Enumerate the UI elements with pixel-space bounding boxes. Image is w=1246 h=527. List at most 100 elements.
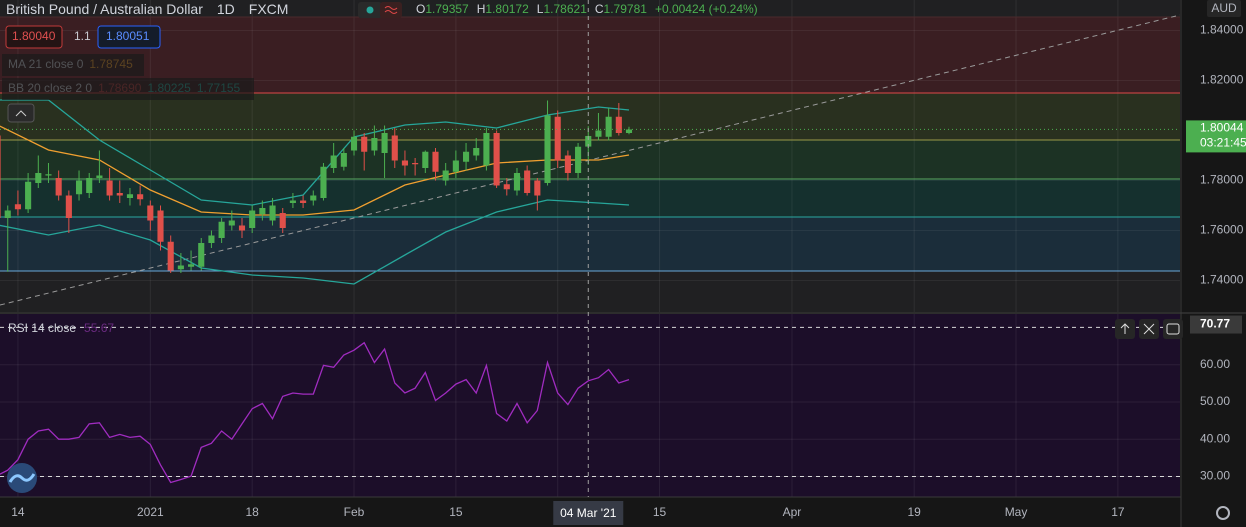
x-tick-label: 15 [449, 505, 463, 519]
candle-body [442, 170, 449, 181]
ohlc-value: 1.78621 [543, 2, 587, 16]
candle-body [462, 151, 470, 162]
rsi-pane [0, 314, 1180, 497]
legend-name: RSI 14 close [8, 321, 76, 335]
candle-body [534, 180, 541, 196]
rsi-plot [0, 314, 1180, 497]
candle-body [361, 136, 368, 152]
candle-body [575, 146, 582, 173]
ohlc-value: 1.79781 [604, 2, 648, 16]
candle-body [432, 151, 439, 172]
candle-body [391, 135, 398, 161]
candle-body [625, 129, 633, 133]
interval[interactable]: 1D [217, 1, 235, 17]
x-tick-label: 2021 [137, 505, 164, 519]
market-open-dot [366, 6, 374, 14]
main-plot [0, 0, 1180, 312]
candle-body [422, 151, 429, 168]
candle-body [269, 205, 276, 221]
candle-body [147, 205, 154, 221]
currency-box[interactable] [1207, 0, 1241, 17]
last-price-box [1186, 120, 1246, 153]
collapse-button[interactable] [7, 103, 35, 123]
rsi-line [0, 341, 630, 484]
rsi-legend: RSI 14 close 55.67 [8, 321, 114, 335]
candle-body [615, 116, 622, 133]
candle-body [503, 184, 510, 190]
y-tick-label: 1.76000 [1200, 223, 1244, 237]
candle-body [452, 160, 459, 172]
rsi-tick-label: 30.00 [1200, 469, 1230, 483]
candle-body [401, 160, 408, 166]
candle-body [0, 135, 1, 218]
delay-icon[interactable] [380, 2, 402, 18]
indicator-line [0, 99, 630, 206]
buy-button[interactable] [97, 25, 161, 49]
x-tick-label: May [1005, 505, 1028, 519]
spread: 1.1 [74, 29, 91, 43]
rsi-marker-box [1190, 315, 1242, 334]
maximize-button[interactable] [1163, 319, 1183, 339]
level-band [0, 93, 1180, 140]
x-tick-label: Feb [344, 505, 365, 519]
ohlc-key: O [416, 2, 425, 16]
y-tick-label: 1.82000 [1200, 73, 1244, 87]
y-tick-label: 1.84000 [1200, 23, 1244, 37]
candle-body [564, 155, 571, 173]
candle-body [45, 174, 52, 176]
candle-body [279, 213, 286, 228]
candle-body [493, 133, 500, 186]
candle-body [137, 194, 144, 200]
candle-body [513, 173, 521, 191]
candle-body [188, 264, 195, 267]
candle-body [544, 115, 551, 183]
symbol-header: British Pound / Australian Dollar 1D FXCM [6, 1, 288, 17]
candle-body [483, 133, 490, 166]
candle-body [25, 181, 32, 210]
legend-row [2, 54, 144, 76]
candle-body [249, 210, 256, 228]
candle-body [524, 170, 531, 193]
candle-body [289, 200, 296, 203]
x-tick-label: 18 [245, 505, 259, 519]
candle-body [595, 130, 602, 137]
buy-price[interactable]: 1.80051 [106, 29, 150, 43]
x-tick-label: 17 [1111, 505, 1125, 519]
ohlc-key: C [595, 2, 604, 16]
candle-body [167, 241, 174, 271]
sell-button[interactable] [5, 25, 63, 49]
collapse-icon [15, 110, 27, 117]
currency: AUD [1211, 1, 1237, 15]
candle-body [320, 166, 327, 198]
candle-body [238, 225, 246, 231]
change: +0.00424 (+0.24%) [655, 2, 758, 16]
candle-body [14, 204, 21, 210]
candle-body [585, 135, 592, 147]
candle-body [371, 138, 378, 151]
candle-body [35, 173, 42, 183]
candle-body [330, 155, 337, 168]
y-tick-label: 1.78000 [1200, 173, 1244, 187]
ohlc-value: 1.80172 [485, 2, 529, 16]
symbol-title: British Pound / Australian Dollar [6, 1, 203, 17]
candle-body [4, 210, 11, 218]
settings-button[interactable] [1216, 506, 1230, 520]
candle-body [300, 200, 307, 203]
ohlc-readout: O1.79357 H1.80172 L1.78621 C1.79781 +0.00424… [416, 2, 758, 16]
candle-body [218, 221, 225, 238]
legend-row [2, 78, 254, 100]
maximize-icon [1166, 323, 1180, 335]
candle-body [554, 116, 561, 161]
last-price-label: 1.80044 [1200, 121, 1244, 135]
candle-body [157, 210, 164, 242]
level-band [0, 179, 1180, 217]
candle-body [96, 175, 103, 178]
candle-body [259, 208, 266, 215]
source: FXCM [249, 1, 289, 17]
countdown: 03:21:45 [1200, 136, 1246, 150]
candle-body [116, 193, 123, 196]
pane-buttons [1115, 319, 1183, 339]
candle-body [106, 180, 113, 196]
sell-price[interactable]: 1.80040 [12, 29, 56, 43]
